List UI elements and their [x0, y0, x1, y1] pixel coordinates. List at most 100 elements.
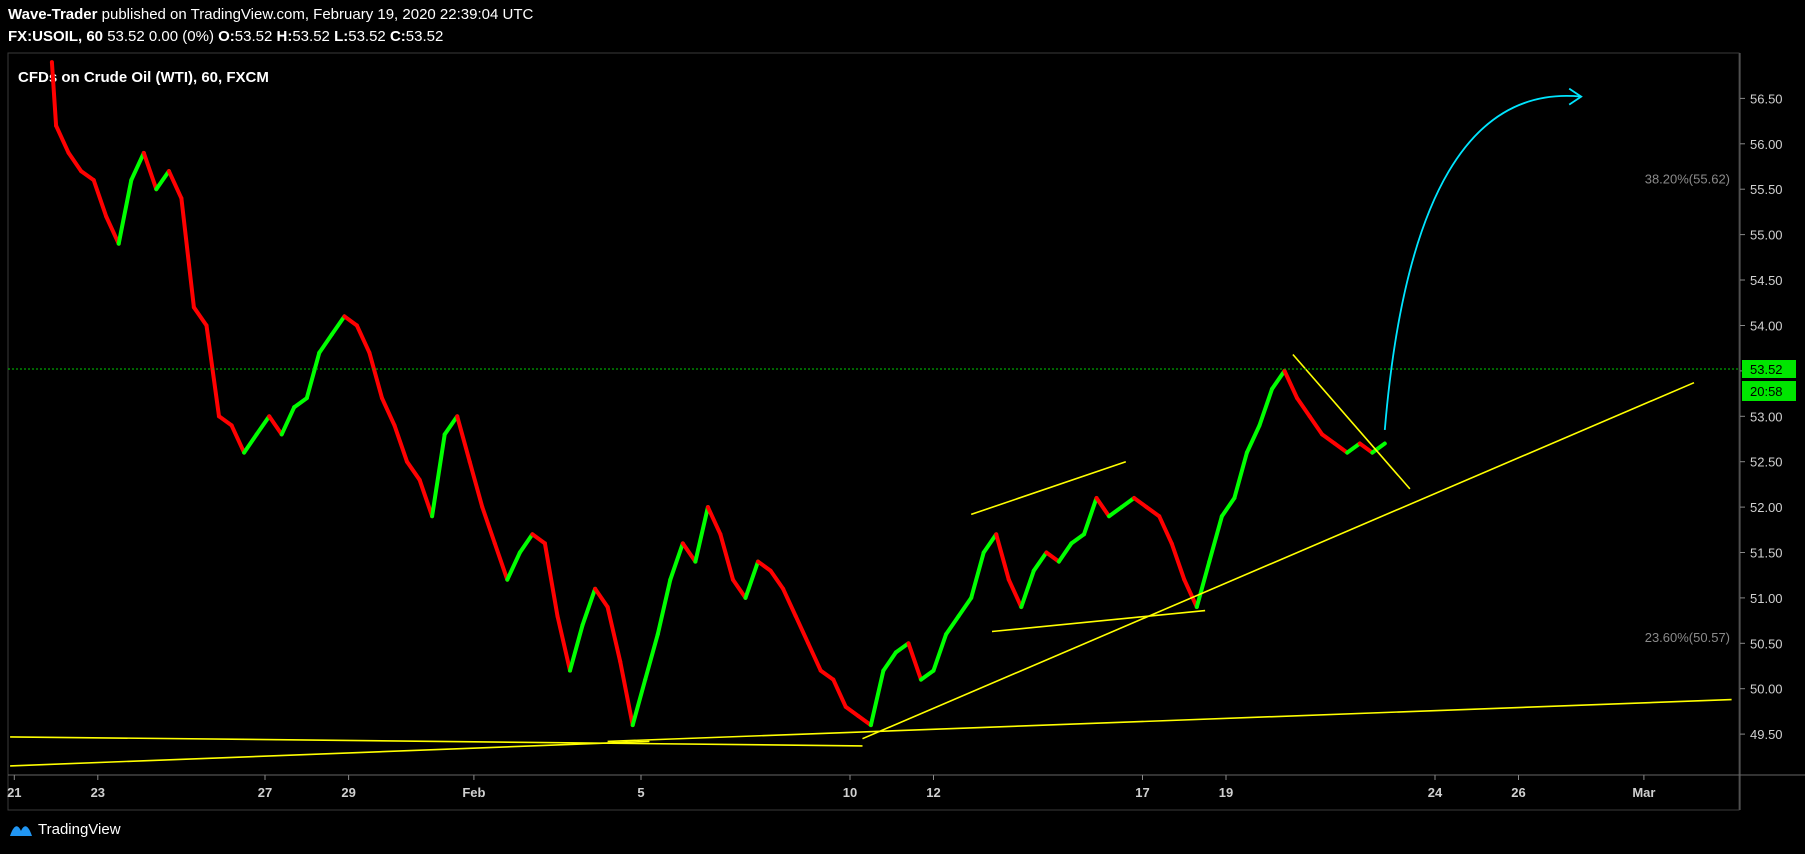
- price-segment: [806, 641, 823, 673]
- y-tick-label: 55.50: [1750, 182, 1783, 197]
- y-tick-label: 52.00: [1750, 500, 1783, 515]
- publish-info: Wave-Trader published on TradingView.com…: [8, 6, 533, 23]
- fib-level-label: 23.60%(50.57): [1645, 630, 1730, 645]
- price-segment: [304, 350, 322, 401]
- trendline: [862, 381, 1695, 740]
- price-segment: [931, 632, 949, 673]
- price-segment: [655, 577, 673, 637]
- fib-level-label: 38.20%(55.62): [1645, 171, 1730, 186]
- price-segment: [843, 704, 861, 718]
- price-segment: [893, 641, 911, 655]
- price-segment: [1006, 577, 1024, 609]
- price-segment: [480, 505, 497, 546]
- symbol-label: FX:USOIL, 60: [8, 28, 104, 45]
- price-change: 53.52 0.00 (0%): [107, 28, 214, 45]
- projection-arrow: [1383, 94, 1582, 430]
- price-segment: [91, 178, 109, 219]
- price-segment: [693, 505, 710, 564]
- trendline: [991, 609, 1206, 633]
- high-value: 53.52: [292, 28, 330, 45]
- price-segment: [1370, 441, 1387, 455]
- price-segment: [680, 541, 698, 564]
- price-segment: [1207, 514, 1224, 564]
- trendline: [1292, 353, 1411, 490]
- price-segment: [392, 423, 409, 464]
- price-segment: [191, 305, 209, 328]
- price-segment: [668, 541, 685, 582]
- y-tick-label: 53.00: [1750, 409, 1783, 424]
- price-segment: [1169, 541, 1187, 582]
- price-segment: [1332, 441, 1350, 455]
- last-price-badge: [1742, 360, 1796, 378]
- price-segment: [154, 169, 171, 192]
- price-segment: [1345, 441, 1362, 455]
- price-segment: [994, 532, 1011, 582]
- price-segment: [981, 532, 999, 555]
- price-segment: [1157, 514, 1174, 546]
- price-segment: [442, 414, 460, 437]
- footer: TradingView: [8, 820, 121, 838]
- price-segment: [317, 332, 334, 355]
- brand-name[interactable]: TradingView: [38, 820, 121, 838]
- price-segment: [367, 350, 384, 401]
- price-segment: [1232, 450, 1249, 500]
- candles-layer: [49, 60, 1387, 728]
- price-segment: [605, 605, 623, 664]
- price-segment: [417, 477, 435, 519]
- price-segment: [718, 532, 735, 582]
- high-label: H:: [276, 28, 293, 45]
- x-tick-label: 19: [1219, 785, 1233, 800]
- price-segment: [1056, 541, 1074, 564]
- price-segment: [793, 614, 811, 646]
- price-segment: [1282, 368, 1300, 401]
- price-segment: [129, 150, 146, 183]
- price-segment: [492, 541, 510, 582]
- price-segment: [956, 595, 974, 619]
- price-segment: [54, 123, 71, 155]
- close-label: C:: [389, 28, 406, 45]
- price-segment: [1307, 414, 1325, 437]
- price-segment: [204, 323, 221, 419]
- price-segment: [179, 196, 196, 310]
- price-segment: [643, 632, 660, 682]
- y-tick-label: 51.00: [1750, 591, 1783, 606]
- price-segment: [430, 432, 447, 519]
- y-tick-label: 54.50: [1750, 273, 1783, 288]
- price-segment: [1257, 387, 1274, 428]
- price-segment: [1069, 532, 1086, 546]
- price-segment: [329, 314, 347, 337]
- price-segment: [919, 668, 936, 682]
- price-segment: [1082, 496, 1099, 537]
- tradingview-logo-icon: [10, 826, 32, 836]
- price-segment: [104, 214, 121, 246]
- y-tick-label: 49.50: [1750, 727, 1783, 742]
- last-price-badge-label: 53.52: [1750, 362, 1783, 377]
- open-value: 53.52: [234, 28, 273, 45]
- price-segment: [354, 323, 372, 355]
- price-segment: [555, 614, 572, 673]
- price-segment: [731, 577, 748, 600]
- y-tick-label: 55.00: [1750, 228, 1783, 243]
- price-segment: [455, 414, 472, 464]
- price-segment: [906, 641, 923, 682]
- price-segment: [242, 432, 259, 455]
- y-tick-label: 56.50: [1750, 91, 1783, 106]
- x-tick-label: 24: [1428, 785, 1443, 800]
- publisher-name[interactable]: Wave-Trader: [8, 6, 98, 23]
- price-segment: [505, 550, 522, 582]
- price-segment: [1357, 441, 1375, 455]
- close-value: 53.52: [405, 28, 444, 45]
- price-segment: [79, 169, 96, 183]
- countdown-label: 20:58: [1750, 384, 1783, 399]
- price-segment: [217, 414, 234, 428]
- price-segment: [279, 405, 297, 437]
- projection-arrowhead-icon: [1568, 87, 1583, 106]
- published-text: published on TradingView.com, February 1…: [101, 6, 534, 23]
- price-segment: [380, 396, 397, 428]
- price-segment: [1219, 496, 1237, 519]
- price-segment: [593, 586, 610, 609]
- price-segment: [630, 677, 648, 728]
- y-tick-label: 50.00: [1750, 682, 1783, 697]
- price-segment: [881, 650, 898, 673]
